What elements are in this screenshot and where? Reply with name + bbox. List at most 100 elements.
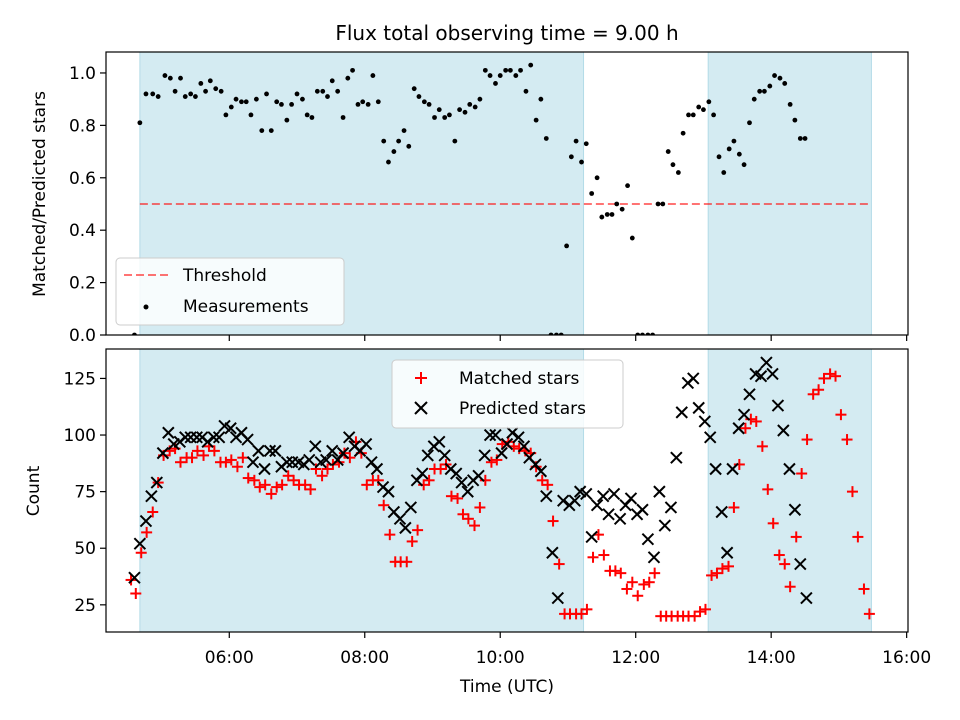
- measurement-point: [736, 151, 742, 157]
- measurement-point: [629, 235, 635, 241]
- matched-star-point: [479, 474, 491, 486]
- measurement-point: [716, 154, 722, 160]
- matched-star-point: [773, 549, 785, 561]
- predicted-star-point: [590, 499, 604, 512]
- measurement-point: [426, 102, 432, 107]
- matched-star-point: [401, 556, 413, 568]
- predicted-star-point: [433, 435, 446, 449]
- predicted-star-point: [263, 444, 277, 458]
- measurement-point: [198, 81, 204, 86]
- predicted-star-point: [145, 489, 158, 503]
- measurement-point: [751, 96, 757, 102]
- matched-star-point: [638, 578, 650, 590]
- measurement-point: [279, 102, 284, 107]
- measurement-point: [350, 67, 355, 73]
- matched-star-point: [796, 468, 808, 480]
- measurement-point: [731, 138, 737, 144]
- measurement-point: [172, 88, 178, 94]
- matched-star-point: [372, 474, 384, 486]
- predicted-star-point: [133, 537, 147, 550]
- predicted-star-point: [540, 489, 553, 503]
- predicted-star-point: [641, 532, 655, 546]
- measurement-point: [432, 115, 437, 120]
- predicted-star-point: [309, 440, 322, 453]
- measurement-point: [150, 91, 156, 97]
- measurement-point: [477, 96, 483, 102]
- predicted-star-point: [342, 431, 356, 444]
- measurement-point: [391, 149, 397, 154]
- measurement-point: [497, 73, 503, 78]
- matched-star-point: [852, 531, 864, 543]
- matched-star-point: [254, 481, 266, 493]
- predicted-star-point: [743, 388, 756, 401]
- bottom-y-tick-label: 125: [64, 369, 96, 389]
- measurement-point: [300, 96, 305, 102]
- predicted-star-point: [698, 415, 711, 428]
- measurement-point: [706, 99, 712, 105]
- matched-star-point: [412, 524, 424, 536]
- measurement-point: [248, 112, 254, 118]
- predicted-star-point: [370, 462, 384, 476]
- matched-star-point: [863, 608, 875, 620]
- measurement-point: [188, 91, 194, 97]
- top-y-tick-label: 0.2: [69, 274, 96, 294]
- measurement-point: [228, 104, 234, 110]
- matched-star-point: [587, 551, 599, 563]
- bottom-legend: Matched stars Predicted stars: [391, 359, 624, 429]
- measurement-point: [345, 75, 351, 81]
- matched-star-point: [542, 479, 554, 491]
- matched-star-point: [790, 531, 802, 543]
- measurement-point: [573, 138, 579, 144]
- predicted-star-point: [771, 399, 785, 412]
- predicted-star-point: [359, 437, 373, 451]
- measurement-point: [655, 201, 661, 207]
- measurement-point: [457, 107, 462, 113]
- predicted-star-point: [653, 485, 666, 498]
- legend-measurements-label: Measurements: [183, 297, 309, 317]
- x-tick-label: 08:00: [340, 648, 389, 668]
- matched-star-point: [276, 479, 288, 491]
- predicted-star-point: [319, 453, 333, 467]
- matched-star-point: [248, 474, 260, 486]
- predicted-star-point: [687, 372, 700, 385]
- predicted-star-point: [766, 367, 779, 381]
- predicted-star-point: [393, 512, 407, 526]
- predicted-star-point: [449, 467, 463, 480]
- matched-star-point: [643, 576, 655, 588]
- matched-star-point: [841, 434, 853, 446]
- legend-measurements-marker: [143, 304, 149, 310]
- matched-star-point: [756, 440, 768, 452]
- matched-star-point: [198, 449, 210, 461]
- matched-star-point: [147, 506, 159, 518]
- matched-star-point: [305, 483, 317, 495]
- predicted-star-point: [336, 446, 350, 460]
- matched-star-point: [750, 415, 762, 427]
- measurement-point: [741, 162, 747, 168]
- measurement-point: [721, 170, 727, 175]
- matched-star-point: [598, 549, 610, 561]
- predicted-star-point: [596, 489, 610, 503]
- predicted-star-point: [692, 401, 705, 415]
- matched-star-point: [784, 581, 796, 593]
- measurement-point: [294, 91, 300, 97]
- measurement-point: [259, 128, 265, 134]
- matched-star-point: [801, 434, 813, 446]
- predicted-star-point: [664, 501, 678, 514]
- predicted-star-point: [382, 485, 395, 498]
- top-y-tick-label: 0.8: [69, 116, 96, 136]
- matched-star-point: [728, 501, 740, 513]
- predicted-star-point: [788, 503, 802, 516]
- measurement-point: [193, 94, 198, 99]
- legend-matched-marker: [415, 372, 427, 384]
- predicted-star-point: [506, 426, 519, 439]
- matched-star-point: [316, 470, 328, 482]
- measurement-point: [609, 212, 615, 217]
- measurement-point: [386, 159, 391, 165]
- matched-star-point: [231, 461, 243, 473]
- x-tick-label: 12:00: [611, 648, 660, 668]
- legend-matched-label: Matched stars: [459, 369, 579, 389]
- matched-star-point: [485, 456, 497, 468]
- predicted-star-point: [647, 551, 661, 564]
- measurement-point: [726, 146, 732, 152]
- matched-star-point: [846, 486, 858, 498]
